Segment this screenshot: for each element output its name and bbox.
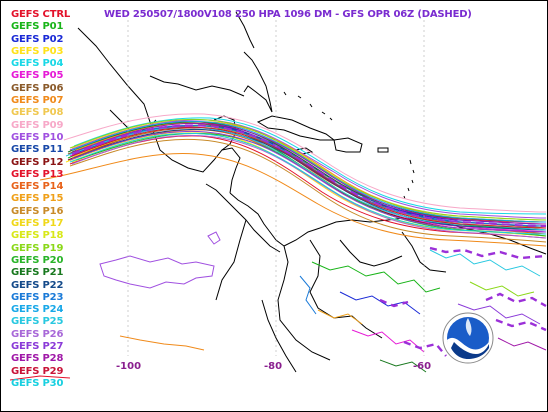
contour-p10 <box>69 119 547 219</box>
legend-item: GEFS P24 <box>11 304 64 316</box>
legend-item: GEFS P17 <box>11 218 64 230</box>
legend-item: GEFS P12 <box>11 156 64 168</box>
coastlines <box>77 11 547 373</box>
legend-item: GEFS P09 <box>11 119 64 131</box>
contour-p05 <box>69 126 547 233</box>
contour-p19 <box>69 118 547 221</box>
contour-p29 <box>71 126 547 229</box>
longitude-label-100w: -100 <box>116 361 142 372</box>
legend-item: GEFS P18 <box>11 230 64 242</box>
longitude-label-60w: -60 <box>413 361 432 372</box>
contour-p22 <box>73 128 547 231</box>
legend-item: GEFS P05 <box>11 70 64 82</box>
legend-item: GEFS P11 <box>11 144 64 156</box>
map-title: WED 250507/1800V108 250 HPA 1096 DM - GF… <box>104 9 472 20</box>
legend-item: GEFS P21 <box>11 267 64 279</box>
legend-item: GEFS CTRL <box>11 9 70 20</box>
legend-item: GEFS P20 <box>11 254 64 266</box>
legend-item: GEFS P27 <box>11 341 64 353</box>
legend-item: GEFS P14 <box>11 181 64 193</box>
contour-p28 <box>73 122 547 225</box>
legend-item: GEFS P29 <box>11 365 64 377</box>
legend-item: GEFS P10 <box>11 131 64 143</box>
legend-item: GEFS P26 <box>11 328 64 340</box>
contour-p07 <box>39 153 547 247</box>
contour-p27 <box>69 130 547 233</box>
noaa-logo <box>442 312 494 364</box>
legend-item: GEFS P02 <box>11 33 64 45</box>
legend-item: GEFS P28 <box>11 353 64 365</box>
legend-item: GEFS P07 <box>11 95 64 107</box>
contour-p04 <box>73 117 547 215</box>
ensemble-contours <box>39 113 547 247</box>
legend-item: GEFS P19 <box>11 242 64 254</box>
legend-item: GEFS P30 <box>11 377 64 389</box>
legend-item: GEFS P08 <box>11 107 64 119</box>
legend-item: GEFS P06 <box>11 82 64 94</box>
legend-item: GEFS P22 <box>11 279 64 291</box>
contour-p30 <box>69 132 547 235</box>
longitude-label-80w: -80 <box>264 361 283 372</box>
ensemble-legend: GEFS CTRL GEFS P01 GEFS P02 GEFS P03 GEFS P0… <box>11 9 70 390</box>
legend-item: GEFS P03 <box>11 45 64 57</box>
reference-lines <box>127 20 425 356</box>
contour-p26 <box>71 134 547 239</box>
contour-p16 <box>69 138 547 243</box>
gfs-opr-fragments <box>379 246 547 357</box>
contour-p09 <box>63 113 547 213</box>
contour-p24 <box>71 120 547 223</box>
legend-item: GEFS P25 <box>11 316 64 328</box>
contour-gfs-opr <box>71 124 547 227</box>
legend-item: GEFS P01 <box>11 21 64 33</box>
legend-item: GEFS P04 <box>11 58 64 70</box>
legend-item: GEFS P15 <box>11 193 64 205</box>
legend-item: GEFS P16 <box>11 205 64 217</box>
legend-item: GEFS P23 <box>11 291 64 303</box>
legend-item: GEFS P13 <box>11 168 64 180</box>
